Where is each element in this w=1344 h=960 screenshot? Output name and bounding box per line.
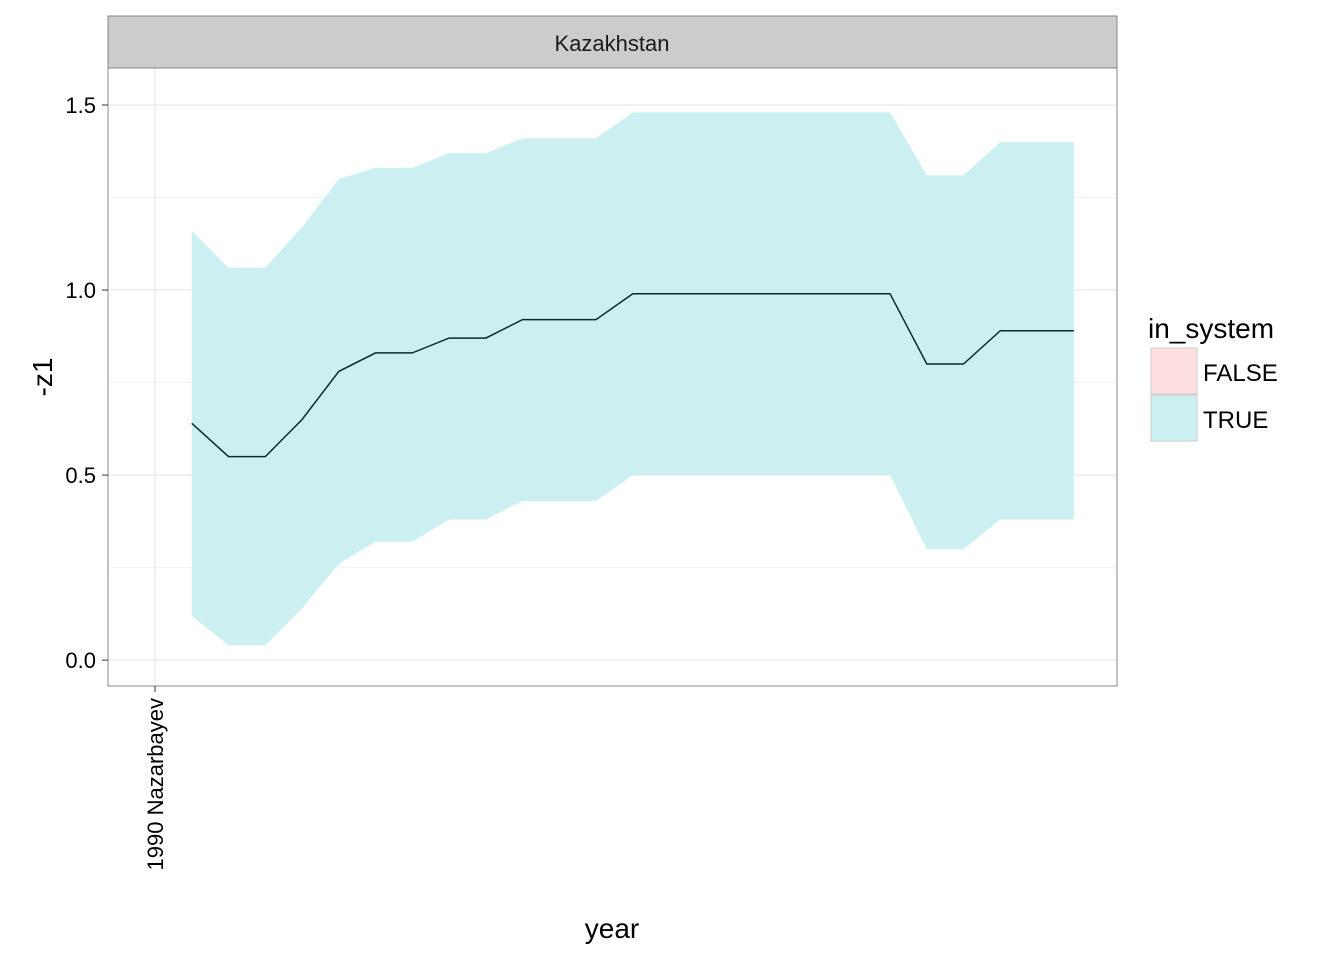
x-axis-title: year (585, 913, 639, 944)
facet-strip-background (107, 15, 1118, 69)
y-axis: 0.0 0.5 1.0 1.5 (65, 93, 108, 673)
legend-label-true: TRUE (1203, 407, 1268, 434)
confidence-ribbon (191, 112, 1074, 646)
y-tick-label: 0.0 (65, 648, 96, 673)
legend-swatch-true (1150, 394, 1198, 442)
x-tick-label: 1990 Nazarbayev (143, 698, 168, 870)
facet-strip-label: Kazakhstan (555, 31, 670, 56)
x-axis: 1990 Nazarbayev (143, 686, 168, 870)
y-tick-label: 1.0 (65, 278, 96, 303)
estimate-line (191, 292, 1074, 458)
data-layer (191, 112, 1074, 646)
legend: in_system FALSE TRUE (1148, 313, 1278, 442)
y-axis-title: -z1 (27, 358, 58, 397)
y-tick-label: 1.5 (65, 93, 96, 118)
legend-title: in_system (1148, 313, 1274, 344)
y-tick-label: 0.5 (65, 463, 96, 488)
legend-swatch-false (1150, 347, 1198, 395)
legend-label-false: FALSE (1203, 360, 1278, 387)
plot-panel-border (107, 67, 1118, 687)
facet-strip: Kazakhstan (107, 15, 1118, 69)
